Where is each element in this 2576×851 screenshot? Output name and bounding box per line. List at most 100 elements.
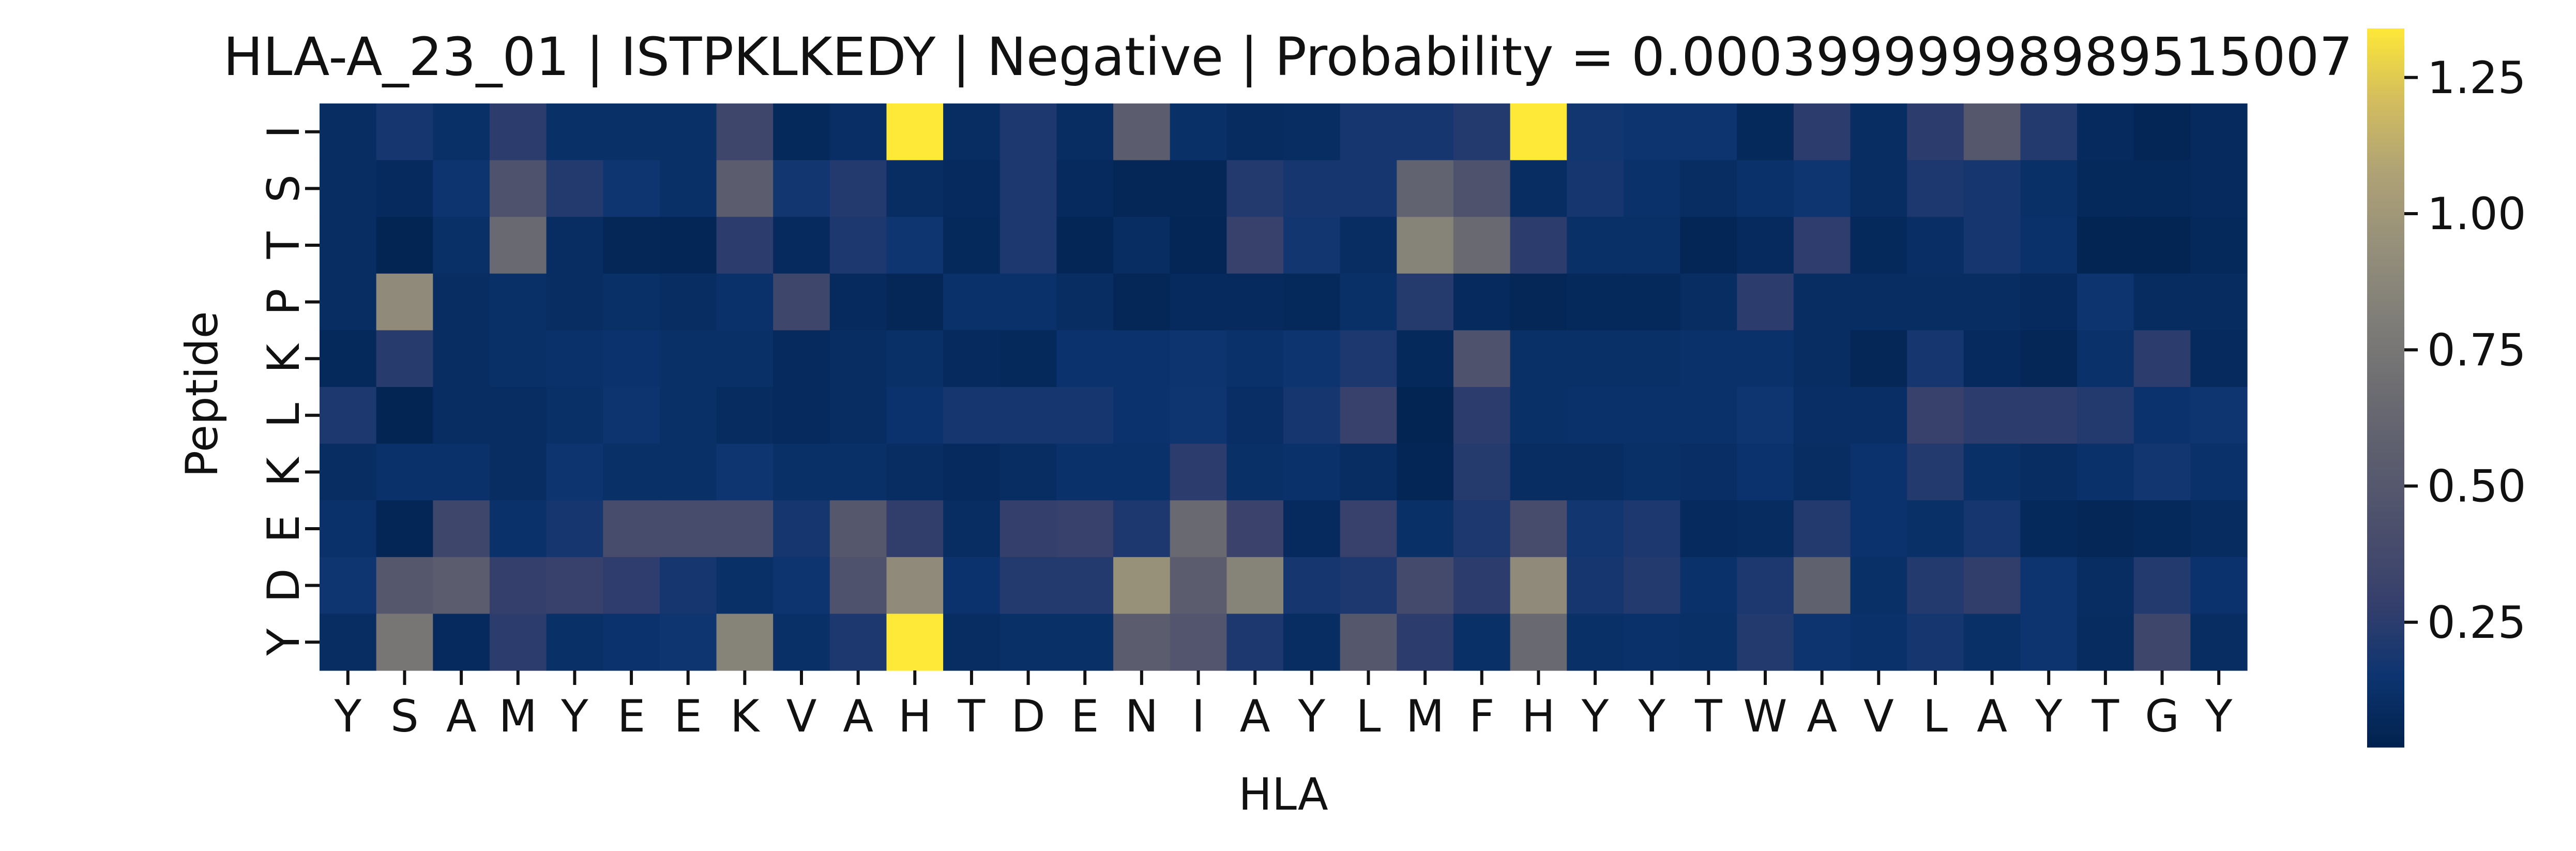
heatmap-cell [2133,443,2191,501]
x-tick-label: H [898,691,932,742]
heatmap-cell [433,160,490,217]
heatmap-cell [659,443,717,501]
heatmap-cell [1510,387,1567,444]
heatmap-cell [489,103,547,161]
colorbar-tick-label: 0.50 [2427,461,2526,513]
heatmap-cell [489,160,547,217]
heatmap-cell [320,443,377,501]
x-tick-label: V [786,691,817,742]
x-tick-label: K [730,691,761,742]
heatmap-cell [1170,103,1227,161]
x-tick-label: Y [2205,691,2233,742]
heatmap-cell [1793,443,1851,501]
heatmap-cell [1226,557,1284,614]
heatmap-cell [943,500,1001,558]
heatmap-cell [1397,614,1454,671]
heatmap-cell [829,160,887,217]
heatmap-cell [1850,273,1907,331]
heatmap-cell [1113,330,1171,387]
heatmap-cell [1567,160,1624,217]
heatmap-cell [886,273,944,331]
heatmap-cell [1567,614,1624,671]
heatmap-cell [1850,103,1907,161]
heatmap-cell [1453,443,1511,501]
heatmap-cell [2020,443,2078,501]
heatmap-cell [1397,330,1454,387]
heatmap-cell [829,557,887,614]
heatmap-cell [1737,500,1794,558]
heatmap-cell [603,387,660,444]
heatmap-cell [1113,103,1171,161]
heatmap-cell [1567,500,1624,558]
heatmap-cell [320,614,377,671]
heatmap-cell [546,387,603,444]
x-tick-label: M [499,691,537,742]
heatmap-cell [2133,330,2191,387]
heatmap-cell [1963,500,2021,558]
heatmap-cell [1963,273,2021,331]
heatmap-cell [886,614,944,671]
heatmap-cell [1680,160,1737,217]
heatmap-cell [716,160,774,217]
heatmap-cell [489,387,547,444]
heatmap-cell [773,443,830,501]
heatmap-cell [603,103,660,161]
heatmap-cell [1226,443,1284,501]
heatmap-cell [1680,103,1737,161]
heatmap-cell [489,443,547,501]
heatmap-cell [1850,330,1907,387]
heatmap-cell [1680,330,1737,387]
heatmap-cell [716,443,774,501]
heatmap-cell [773,217,830,274]
heatmap-cell [603,614,660,671]
heatmap-cell [546,443,603,501]
x-tick-label: E [674,691,702,742]
heatmap-cell [2020,273,2078,331]
heatmap-cell [2190,557,2248,614]
x-tick-label: A [1977,691,2007,742]
heatmap-cell [2077,160,2134,217]
heatmap-cell [943,217,1001,274]
heatmap-cell [376,557,433,614]
heatmap-cell [999,387,1057,444]
heatmap-cell [320,217,377,274]
heatmap-cell [943,160,1001,217]
y-tick-label: E [258,515,310,543]
x-tick-label: E [617,691,645,742]
heatmap-cell [433,557,490,614]
y-axis-ticks: ISTPKLKEDY [258,125,320,656]
heatmap-cell [603,160,660,217]
x-tick-label: A [1807,691,1837,742]
heatmap-cell [1793,103,1851,161]
chart-title: HLA-A_23_01 | ISTPKLKEDY | Negative | Pr… [223,26,2353,88]
heatmap-cell [1737,330,1794,387]
heatmap-cell [1283,217,1341,274]
heatmap-cell [1680,500,1737,558]
heatmap-cell [1907,387,1964,444]
heatmap-cell [433,443,490,501]
heatmap-cell [943,443,1001,501]
heatmap-cell [2190,160,2248,217]
heatmap-cell [2020,160,2078,217]
x-tick-label: W [1743,691,1787,742]
heatmap-cell [2133,387,2191,444]
heatmap-cell [943,387,1001,444]
heatmap-cell [1283,557,1341,614]
y-tick-label: K [258,342,310,373]
heatmap-cell [1963,217,2021,274]
heatmap-cell [886,217,944,274]
heatmap-cell [1850,387,1907,444]
heatmap-cell [1113,500,1171,558]
heatmap-cell [1453,387,1511,444]
heatmap-cell [433,330,490,387]
heatmap-cell [1623,103,1681,161]
heatmap-cell [546,273,603,331]
heatmap-cell [1907,614,1964,671]
heatmap-cell [1567,217,1624,274]
x-tick-label: S [390,691,419,742]
heatmap-cell [2190,614,2248,671]
heatmap-cell [320,273,377,331]
heatmap-cell [1283,330,1341,387]
x-tick-label: Y [1581,691,1609,742]
